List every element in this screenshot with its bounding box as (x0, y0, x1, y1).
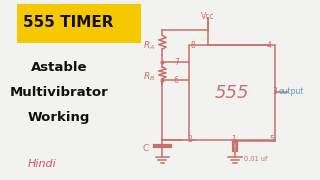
Text: 3: 3 (273, 87, 278, 96)
Text: Vcc: Vcc (200, 12, 214, 21)
Text: 555 TIMER: 555 TIMER (23, 15, 113, 30)
Text: 6: 6 (174, 76, 179, 85)
Text: C: C (142, 144, 148, 153)
Text: Hindi: Hindi (28, 159, 56, 169)
Text: Working: Working (28, 111, 90, 124)
Text: $R_B$: $R_B$ (143, 70, 156, 83)
Text: 7: 7 (174, 58, 179, 67)
Bar (17, 4, 141, 43)
Text: 5: 5 (270, 135, 275, 144)
Text: 1: 1 (231, 135, 236, 144)
Bar (189, 45, 275, 140)
Text: 2: 2 (188, 135, 193, 144)
Text: Multivibrator: Multivibrator (10, 86, 108, 99)
Text: 0.01 uf: 0.01 uf (244, 156, 268, 162)
Text: $R_A$: $R_A$ (143, 40, 156, 52)
Text: Astable: Astable (31, 61, 87, 74)
Text: 555: 555 (215, 84, 249, 102)
Text: output: output (278, 87, 304, 96)
Text: 8: 8 (190, 41, 195, 50)
Text: 4: 4 (267, 41, 271, 50)
